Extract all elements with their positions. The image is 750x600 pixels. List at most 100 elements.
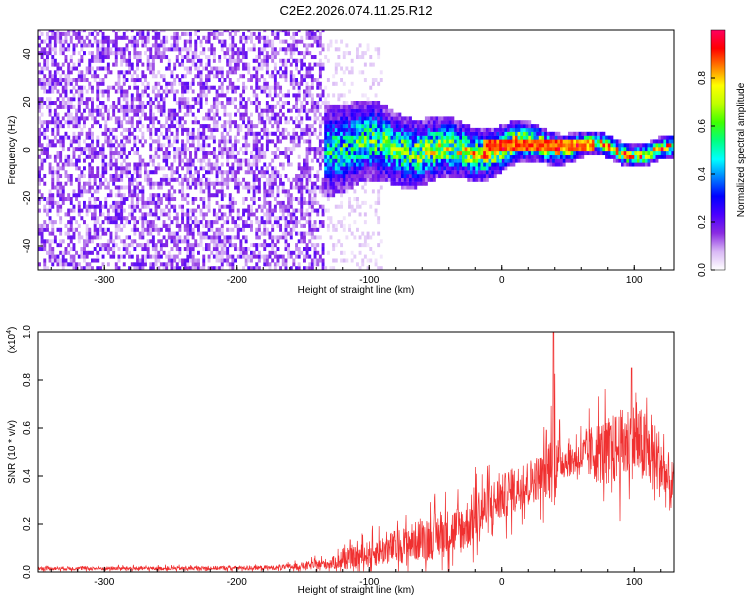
spectrogram-cell <box>326 166 330 171</box>
spectrogram-cell <box>167 177 171 182</box>
spectrogram-cell <box>313 108 317 113</box>
spectrogram-cell <box>260 170 264 175</box>
spectrogram-cell <box>80 250 84 255</box>
spectrogram-cell <box>438 162 442 167</box>
spectrogram-cell <box>210 266 214 270</box>
spectrogram-cell <box>300 216 304 221</box>
spectrogram-cell <box>252 47 256 52</box>
spectrogram-cell <box>125 43 129 48</box>
spectrogram-cell <box>67 177 71 182</box>
spectrogram-cell <box>334 104 338 109</box>
spectrogram-cell <box>260 151 264 156</box>
spectrogram-cell <box>329 143 333 148</box>
spectrogram-cell <box>297 58 301 63</box>
spectrogram-cell <box>80 151 84 156</box>
spectrogram-cell <box>122 93 126 98</box>
spectrogram-cell <box>273 174 277 179</box>
spectrogram-cell <box>348 170 352 175</box>
spectrogram-cell <box>409 170 412 175</box>
spectrogram-cell <box>409 177 412 182</box>
spectrogram-cell <box>85 181 89 186</box>
spectrogram-cell <box>125 185 129 190</box>
spectrogram-cell <box>149 185 153 190</box>
spectrogram-cell <box>239 101 243 106</box>
spectrogram-cell <box>247 30 251 33</box>
spectrogram-cell <box>46 62 49 67</box>
spectrogram-cell <box>361 243 365 248</box>
spectrogram-cell <box>300 81 304 86</box>
spectrogram-cell <box>154 181 158 186</box>
spectrogram-cell <box>419 166 423 171</box>
spectrogram-cell <box>220 162 224 167</box>
spectrogram-cell <box>181 208 185 213</box>
spectrogram-cell <box>207 200 211 205</box>
spectrogram-cell <box>374 116 378 121</box>
spectrogram-cell <box>114 81 118 86</box>
spectrogram-cell <box>340 131 344 136</box>
spectrogram-cell <box>231 166 235 171</box>
spectrogram-cell <box>321 223 325 228</box>
spectrogram-cell <box>146 254 150 259</box>
spectrogram-cell <box>236 139 240 144</box>
spectrogram-cell <box>231 147 235 152</box>
spectrogram-cell <box>366 97 370 102</box>
spectrogram-cell <box>72 254 76 259</box>
spectrogram-cell <box>88 66 92 71</box>
spectrogram-cell <box>61 89 65 94</box>
spectrogram-cell <box>454 135 458 140</box>
spectrogram-cell <box>157 31 161 36</box>
spectrogram-cell <box>271 55 275 60</box>
spectrogram-cell <box>138 208 142 213</box>
spectrogram-cell <box>215 89 219 94</box>
spectrogram-cell <box>329 174 333 179</box>
spectrogram-cell <box>239 97 243 102</box>
spectrogram-cell <box>329 181 333 186</box>
spectrogram-cell <box>167 212 171 217</box>
spectrogram-cell <box>464 139 468 144</box>
spectrogram-cell <box>326 93 330 98</box>
spectrogram-cell <box>371 124 375 129</box>
spectrogram-cell <box>83 254 86 259</box>
spectrogram-cell <box>114 243 118 248</box>
spectrogram-cell <box>194 66 198 71</box>
spectrogram-cell <box>43 158 47 163</box>
spectrogram-cell <box>109 51 113 56</box>
spectrogram-cell <box>242 158 246 163</box>
spectrogram-cell <box>252 58 256 63</box>
spectrogram-cell <box>276 193 280 198</box>
spectrogram-cell <box>247 131 251 136</box>
spectrogram-cell <box>334 116 338 121</box>
spectrogram-cell <box>149 108 153 113</box>
spectrogram-cell <box>467 177 471 182</box>
spectrogram-cell <box>236 58 240 63</box>
spectrogram-cell <box>393 158 397 163</box>
spectrogram-cell <box>130 30 134 33</box>
spectrogram-cell <box>144 116 147 121</box>
spectrogram-cell <box>202 258 206 263</box>
spectrogram-cell <box>138 154 142 159</box>
spectrogram-cell <box>114 204 118 209</box>
spectrogram-cell <box>356 116 359 121</box>
spectrogram-cell <box>242 104 246 109</box>
spectrogram-cell <box>67 147 71 152</box>
spectrogram-cell <box>197 30 200 33</box>
spectrogram-cell <box>289 204 293 209</box>
spectrogram-cell <box>159 108 163 113</box>
spectrogram-cell <box>220 43 224 48</box>
spectrogram-cell <box>324 147 328 152</box>
spectrogram-cell <box>64 47 68 52</box>
spectrogram-cell <box>59 124 63 129</box>
spectrogram-cell <box>114 127 118 132</box>
spectrogram-cell <box>300 58 304 63</box>
spectrogram-cell <box>363 189 367 194</box>
spectrogram-cell <box>154 166 158 171</box>
spectrogram-cell <box>197 147 200 152</box>
spectrogram-cell <box>101 39 105 44</box>
spectrogram-cell <box>178 239 182 244</box>
spectrogram-cell <box>340 204 344 209</box>
spectrogram-cell <box>38 174 41 179</box>
spectrogram-cell <box>146 124 150 129</box>
spectrogram-cell <box>334 47 338 52</box>
spectrogram-cell <box>289 135 293 140</box>
spectrogram-cell <box>348 158 352 163</box>
